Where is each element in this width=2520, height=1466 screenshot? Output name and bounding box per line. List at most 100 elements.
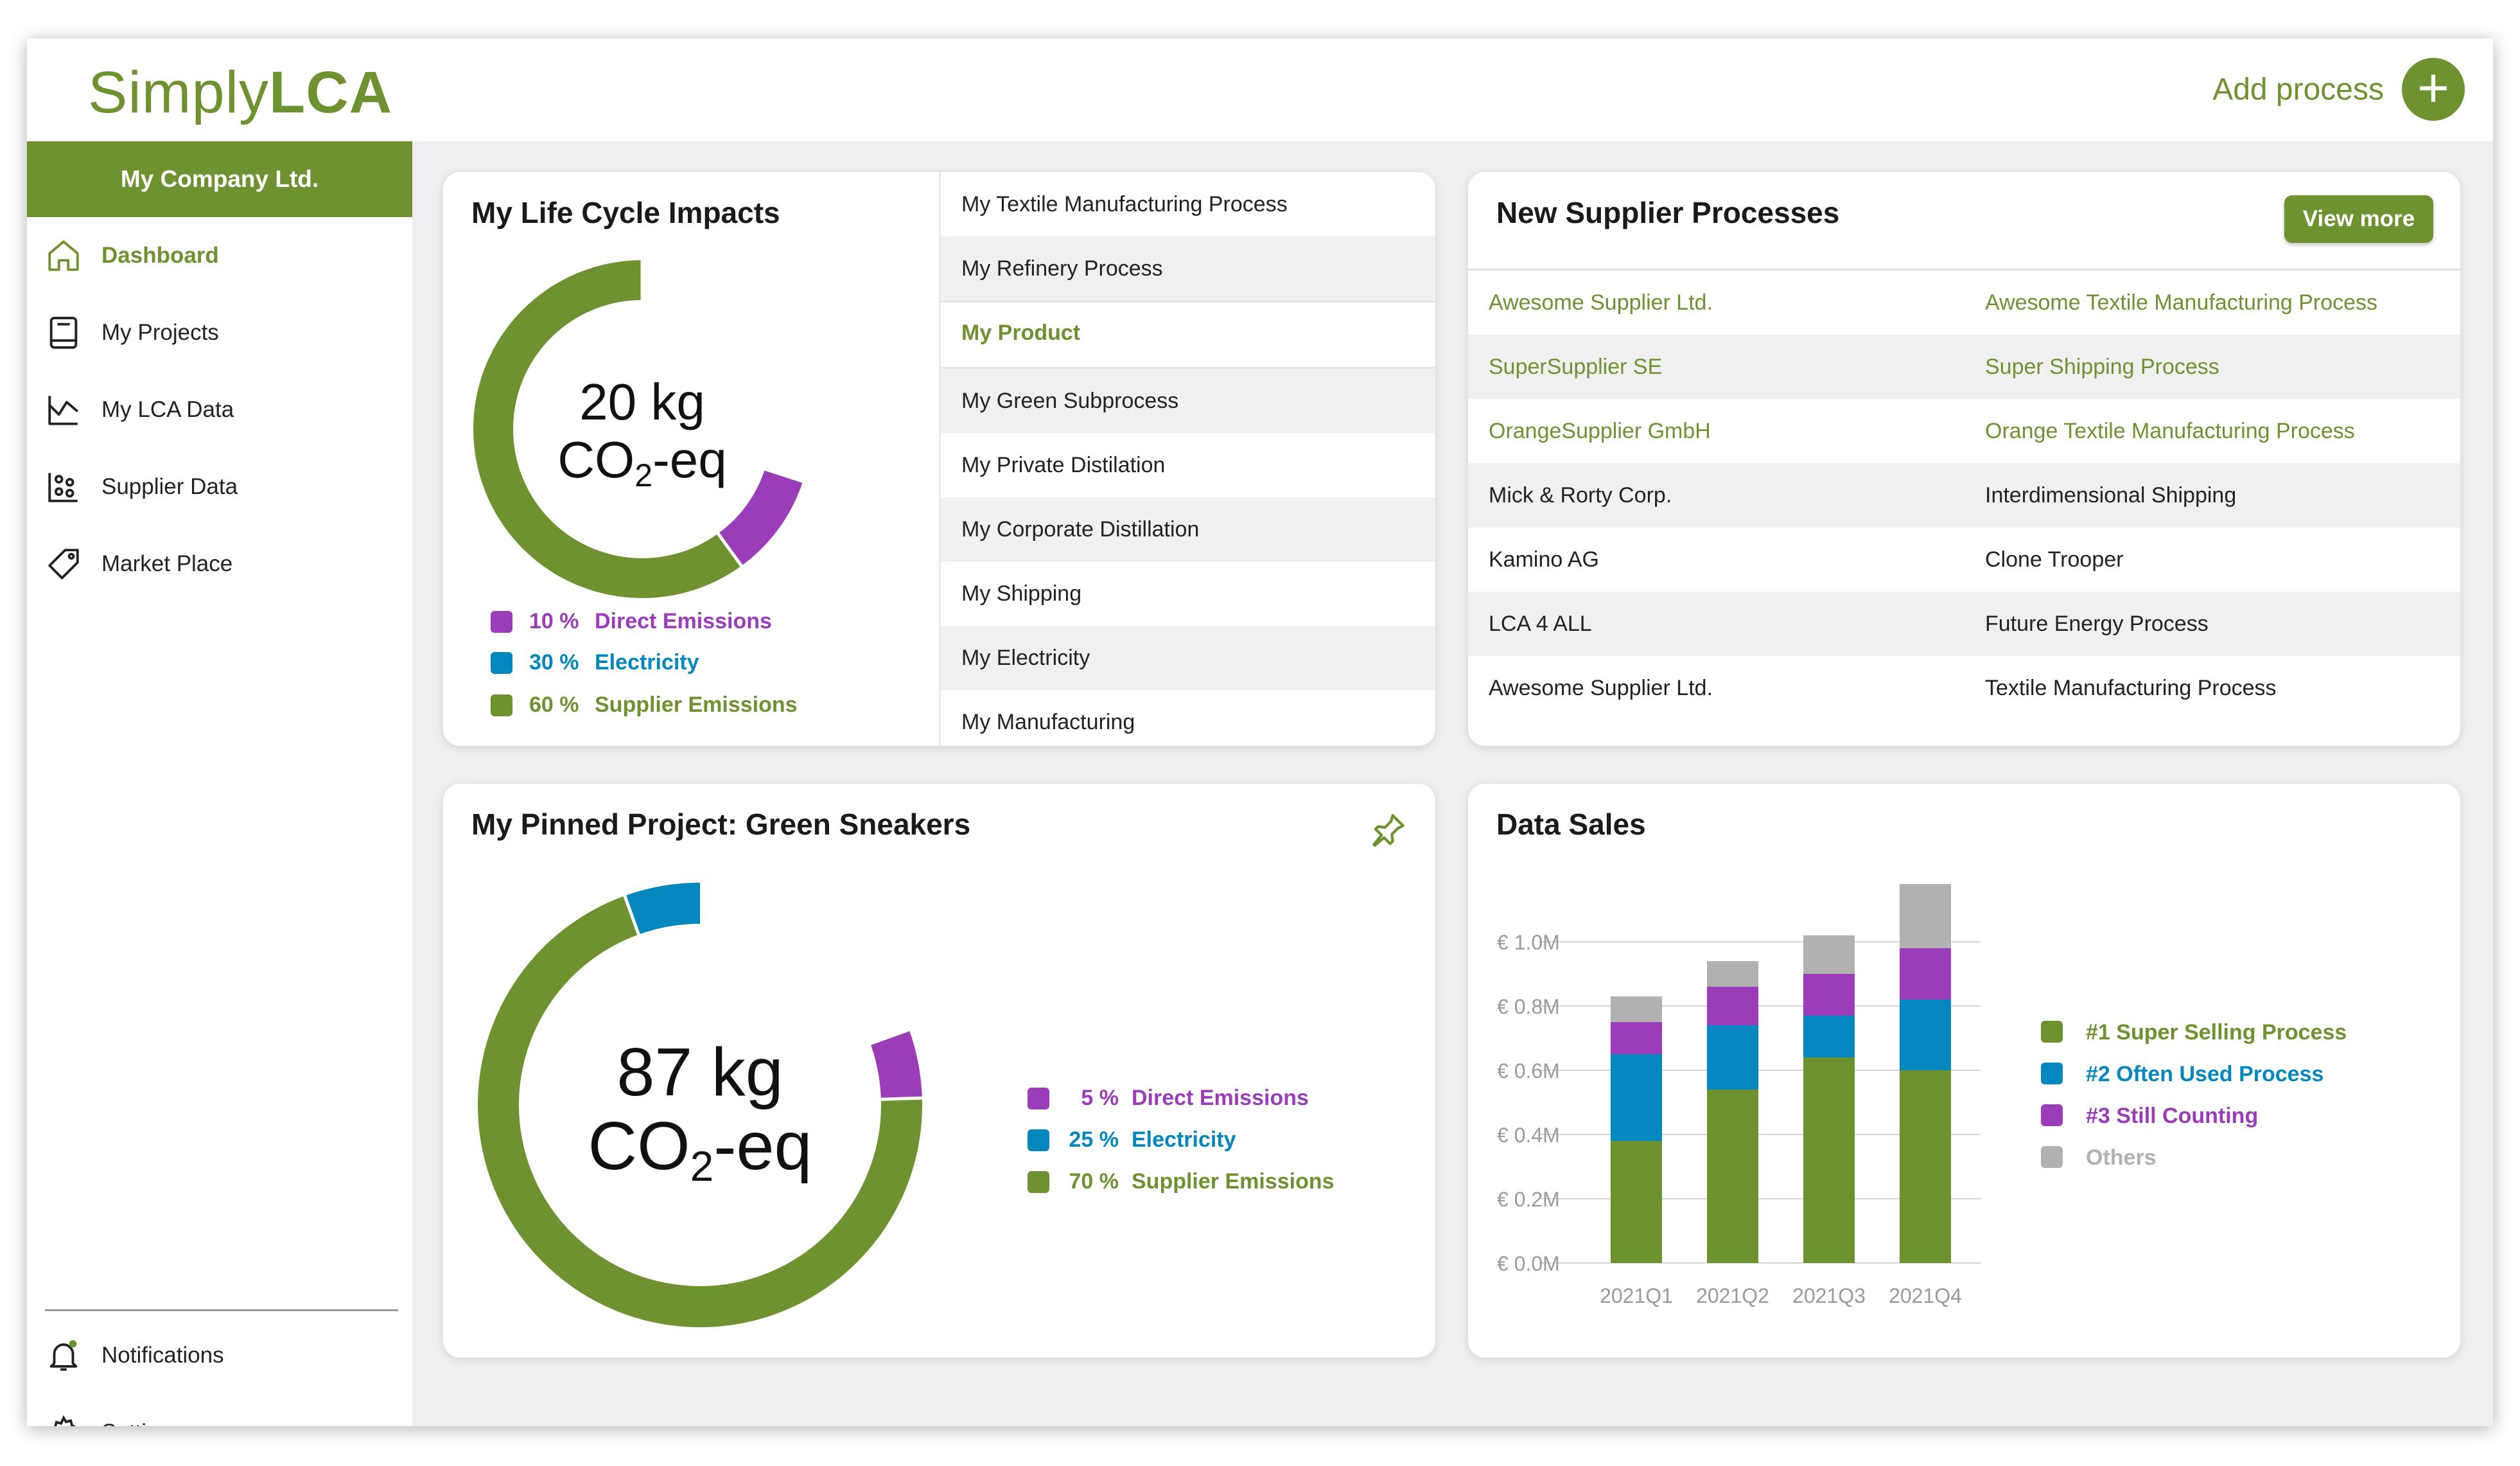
bar-segment-2021q1-series-4[interactable]	[1611, 996, 1662, 1022]
legend-swatch	[1028, 1129, 1049, 1151]
company-name[interactable]: My Company Ltd.	[27, 141, 412, 217]
table-row[interactable]: Kamino AG Clone Trooper	[1468, 527, 2460, 592]
y-tick-label: € 0.0M	[1497, 1252, 1560, 1275]
bar-segment-2021q3-series-2[interactable]	[1803, 1016, 1855, 1057]
donut-separator	[868, 1027, 911, 1046]
bar-segment-2021q2-series-4[interactable]	[1707, 961, 1758, 987]
donut-separator	[715, 531, 744, 568]
legend-swatch	[491, 694, 512, 716]
sidebar-item-label: Supplier Data	[101, 474, 238, 499]
supplier-process-name[interactable]: Interdimensional Shipping	[1985, 483, 2237, 508]
add-process-button[interactable]: Add process +	[2212, 58, 2465, 121]
legend-swatch	[1028, 1170, 1049, 1193]
app-window: SimplyLCA Add process + My Company Ltd. …	[27, 39, 2493, 1426]
bar-segment-2021q1-series-3[interactable]	[1611, 1022, 1662, 1054]
home-icon	[48, 240, 79, 271]
process-list-item[interactable]: My Corporate Distillation	[941, 497, 1435, 561]
data-sales-chart: € 0.0M € 0.2M € 0.4M € 0.6M € 0.8M € 1.0M 2021…	[1497, 884, 2347, 1307]
bar-segment-2021q3-series-1[interactable]	[1803, 1057, 1855, 1263]
legend-electricity: 30 % Electricity	[491, 650, 699, 675]
bar-segment-2021q4-series-3[interactable]	[1900, 948, 1951, 1000]
bar-segment-2021q1-series-2[interactable]	[1611, 1054, 1662, 1141]
donut-segment-electricity[interactable]	[478, 883, 922, 1327]
legend-label: #3 Still Counting	[2086, 1104, 2258, 1128]
sidebar-item-market-place[interactable]: Market Place	[27, 525, 412, 603]
x-tick-label: 2021Q3	[1792, 1284, 1866, 1307]
plus-icon[interactable]: +	[2402, 58, 2465, 121]
table-row[interactable]: Awesome Supplier Ltd. Textile Manufacturi…	[1468, 656, 2460, 720]
sidebar-item-supplier-data[interactable]: Supplier Data	[27, 448, 412, 525]
logo-text-light: Simply	[88, 60, 270, 125]
supplier-process-name[interactable]: Orange Textile Manufacturing Process	[1985, 419, 2355, 443]
sidebar-divider	[45, 1309, 398, 1311]
bar-segment-2021q1-series-1[interactable]	[1611, 1141, 1662, 1263]
process-list-item[interactable]: My Manufacturing	[961, 710, 1135, 734]
table-row[interactable]: SuperSupplier SE Super Shipping Process	[1468, 335, 2460, 399]
legend-swatch	[1028, 1087, 1049, 1109]
y-tick-label: € 0.8M	[1497, 995, 1560, 1018]
process-list-item[interactable]: My Shipping	[961, 581, 1082, 606]
process-list-item[interactable]: My Product	[941, 301, 1435, 369]
legend-percent: 30 %	[529, 650, 579, 675]
tag-icon	[48, 549, 79, 579]
bar-segment-2021q4-series-1[interactable]	[1900, 1070, 1951, 1263]
legend-percent: 10 %	[529, 609, 579, 633]
bar-segment-2021q4-series-2[interactable]	[1900, 1000, 1951, 1070]
sidebar-item-label: Dashboard	[101, 243, 219, 268]
supplier-name[interactable]: Kamino AG	[1489, 547, 1599, 572]
sidebar-item-my-lca-data[interactable]: My LCA Data	[27, 371, 412, 448]
view-more-button[interactable]: View more	[2284, 195, 2433, 243]
bar-segment-2021q2-series-3[interactable]	[1707, 987, 1758, 1025]
process-list-item[interactable]: My Electricity	[941, 626, 1435, 690]
process-list-item[interactable]: My Textile Manufacturing Process	[961, 192, 1288, 216]
pinned-total-value: 87 kg	[617, 1034, 783, 1110]
top-bar: SimplyLCA Add process +	[27, 39, 2493, 141]
supplier-name[interactable]: OrangeSupplier GmbH	[1489, 419, 1711, 443]
sidebar-item-my-projects[interactable]: My Projects	[27, 294, 412, 371]
sidebar-item-dashboard[interactable]: Dashboard	[27, 217, 412, 294]
book-icon	[49, 317, 78, 349]
x-tick-label: 2021Q4	[1889, 1284, 1962, 1307]
supplier-process-name[interactable]: Future Energy Process	[1985, 612, 2209, 636]
process-list-item[interactable]: My Private Distilation	[961, 453, 1166, 477]
sidebar-bottom: Notifications Settings	[27, 1317, 412, 1426]
table-row[interactable]: OrangeSupplier GmbH Orange Textile Manufa…	[1468, 399, 2460, 463]
donut-segment-supplier-emissions[interactable]	[478, 883, 922, 1327]
life-cycle-total-value: 20 kg	[579, 373, 705, 430]
bar-segment-2021q3-series-3[interactable]	[1803, 974, 1855, 1016]
pinned-legend-electricity: 25 % Electricity	[1028, 1127, 1236, 1152]
y-tick-label: € 0.4M	[1497, 1124, 1560, 1147]
bar-segment-2021q3-series-4[interactable]	[1803, 935, 1855, 974]
supplier-process-name[interactable]: Textile Manufacturing Process	[1985, 676, 2277, 700]
process-list-item[interactable]: My Refinery Process	[941, 236, 1435, 301]
bar-segment-2021q2-series-1[interactable]	[1707, 1090, 1758, 1263]
supplier-process-name[interactable]: Super Shipping Process	[1985, 355, 2219, 379]
bell-icon	[49, 1340, 78, 1371]
sidebar-item-label: Market Place	[101, 551, 233, 576]
process-list-item[interactable]: My Green Subprocess	[941, 369, 1435, 433]
supplier-name[interactable]: Mick & Rorty Corp.	[1489, 483, 1672, 508]
pin-icon[interactable]	[1368, 809, 1409, 851]
supplier-process-name[interactable]: Clone Trooper	[1985, 547, 2124, 572]
legend-percent: 25 %	[1069, 1127, 1119, 1152]
bar-segment-2021q4-series-4[interactable]	[1900, 884, 1951, 948]
legend-label: Electricity	[1132, 1127, 1236, 1152]
supplier-name[interactable]: Awesome Supplier Ltd.	[1489, 676, 1713, 700]
legend-supplier-emissions: 60 % Supplier Emissions	[491, 693, 798, 718]
supplier-process-name[interactable]: Awesome Textile Manufacturing Process	[1985, 290, 2378, 315]
donut-separator	[763, 467, 805, 484]
supplier-name[interactable]: SuperSupplier SE	[1489, 355, 1663, 379]
legend-swatch	[491, 610, 512, 633]
table-row[interactable]: Mick & Rorty Corp. Interdimensional Shipp…	[1468, 463, 2460, 527]
bar-segment-2021q2-series-2[interactable]	[1707, 1025, 1758, 1090]
sidebar-item-settings[interactable]: Settings	[27, 1394, 412, 1426]
supplier-name[interactable]: Awesome Supplier Ltd.	[1489, 290, 1713, 315]
table-row[interactable]: LCA 4 ALL Future Energy Process	[1468, 592, 2460, 656]
donut-separator	[879, 1096, 923, 1101]
sidebar-item-label: My LCA Data	[101, 397, 234, 422]
sidebar-item-notifications[interactable]: Notifications	[27, 1317, 412, 1394]
supplier-name[interactable]: LCA 4 ALL	[1489, 612, 1592, 636]
life-cycle-total-unit: CO2-eq	[557, 431, 726, 493]
table-row[interactable]: Awesome Supplier Ltd. Awesome Textile Man…	[1468, 270, 2460, 335]
supplier-processes-title: New Supplier Processes	[1496, 196, 1840, 229]
